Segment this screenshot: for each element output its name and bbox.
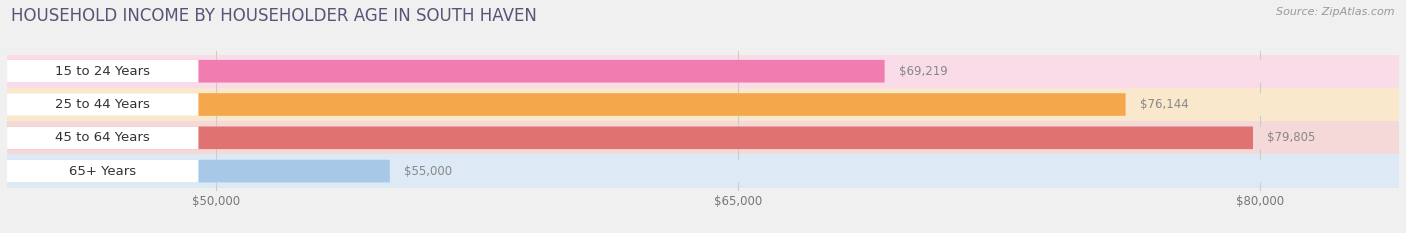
Text: Source: ZipAtlas.com: Source: ZipAtlas.com xyxy=(1277,7,1395,17)
Text: 45 to 64 Years: 45 to 64 Years xyxy=(55,131,150,144)
FancyBboxPatch shape xyxy=(7,60,1399,82)
Text: HOUSEHOLD INCOME BY HOUSEHOLDER AGE IN SOUTH HAVEN: HOUSEHOLD INCOME BY HOUSEHOLDER AGE IN S… xyxy=(11,7,537,25)
FancyBboxPatch shape xyxy=(7,154,1399,188)
FancyBboxPatch shape xyxy=(7,121,1399,154)
FancyBboxPatch shape xyxy=(7,93,198,116)
FancyBboxPatch shape xyxy=(7,160,198,182)
FancyBboxPatch shape xyxy=(7,93,1126,116)
FancyBboxPatch shape xyxy=(7,60,884,82)
Text: $69,219: $69,219 xyxy=(898,65,948,78)
FancyBboxPatch shape xyxy=(7,55,1399,88)
FancyBboxPatch shape xyxy=(7,160,1399,182)
FancyBboxPatch shape xyxy=(7,88,1399,121)
FancyBboxPatch shape xyxy=(7,160,389,182)
Text: 25 to 44 Years: 25 to 44 Years xyxy=(55,98,150,111)
FancyBboxPatch shape xyxy=(7,60,198,82)
Text: $79,805: $79,805 xyxy=(1267,131,1315,144)
Text: 15 to 24 Years: 15 to 24 Years xyxy=(55,65,150,78)
FancyBboxPatch shape xyxy=(7,93,1399,116)
Text: 65+ Years: 65+ Years xyxy=(69,164,136,178)
FancyBboxPatch shape xyxy=(7,127,198,149)
Text: $76,144: $76,144 xyxy=(1139,98,1188,111)
FancyBboxPatch shape xyxy=(7,127,1253,149)
Text: $55,000: $55,000 xyxy=(404,164,451,178)
FancyBboxPatch shape xyxy=(7,127,1399,149)
